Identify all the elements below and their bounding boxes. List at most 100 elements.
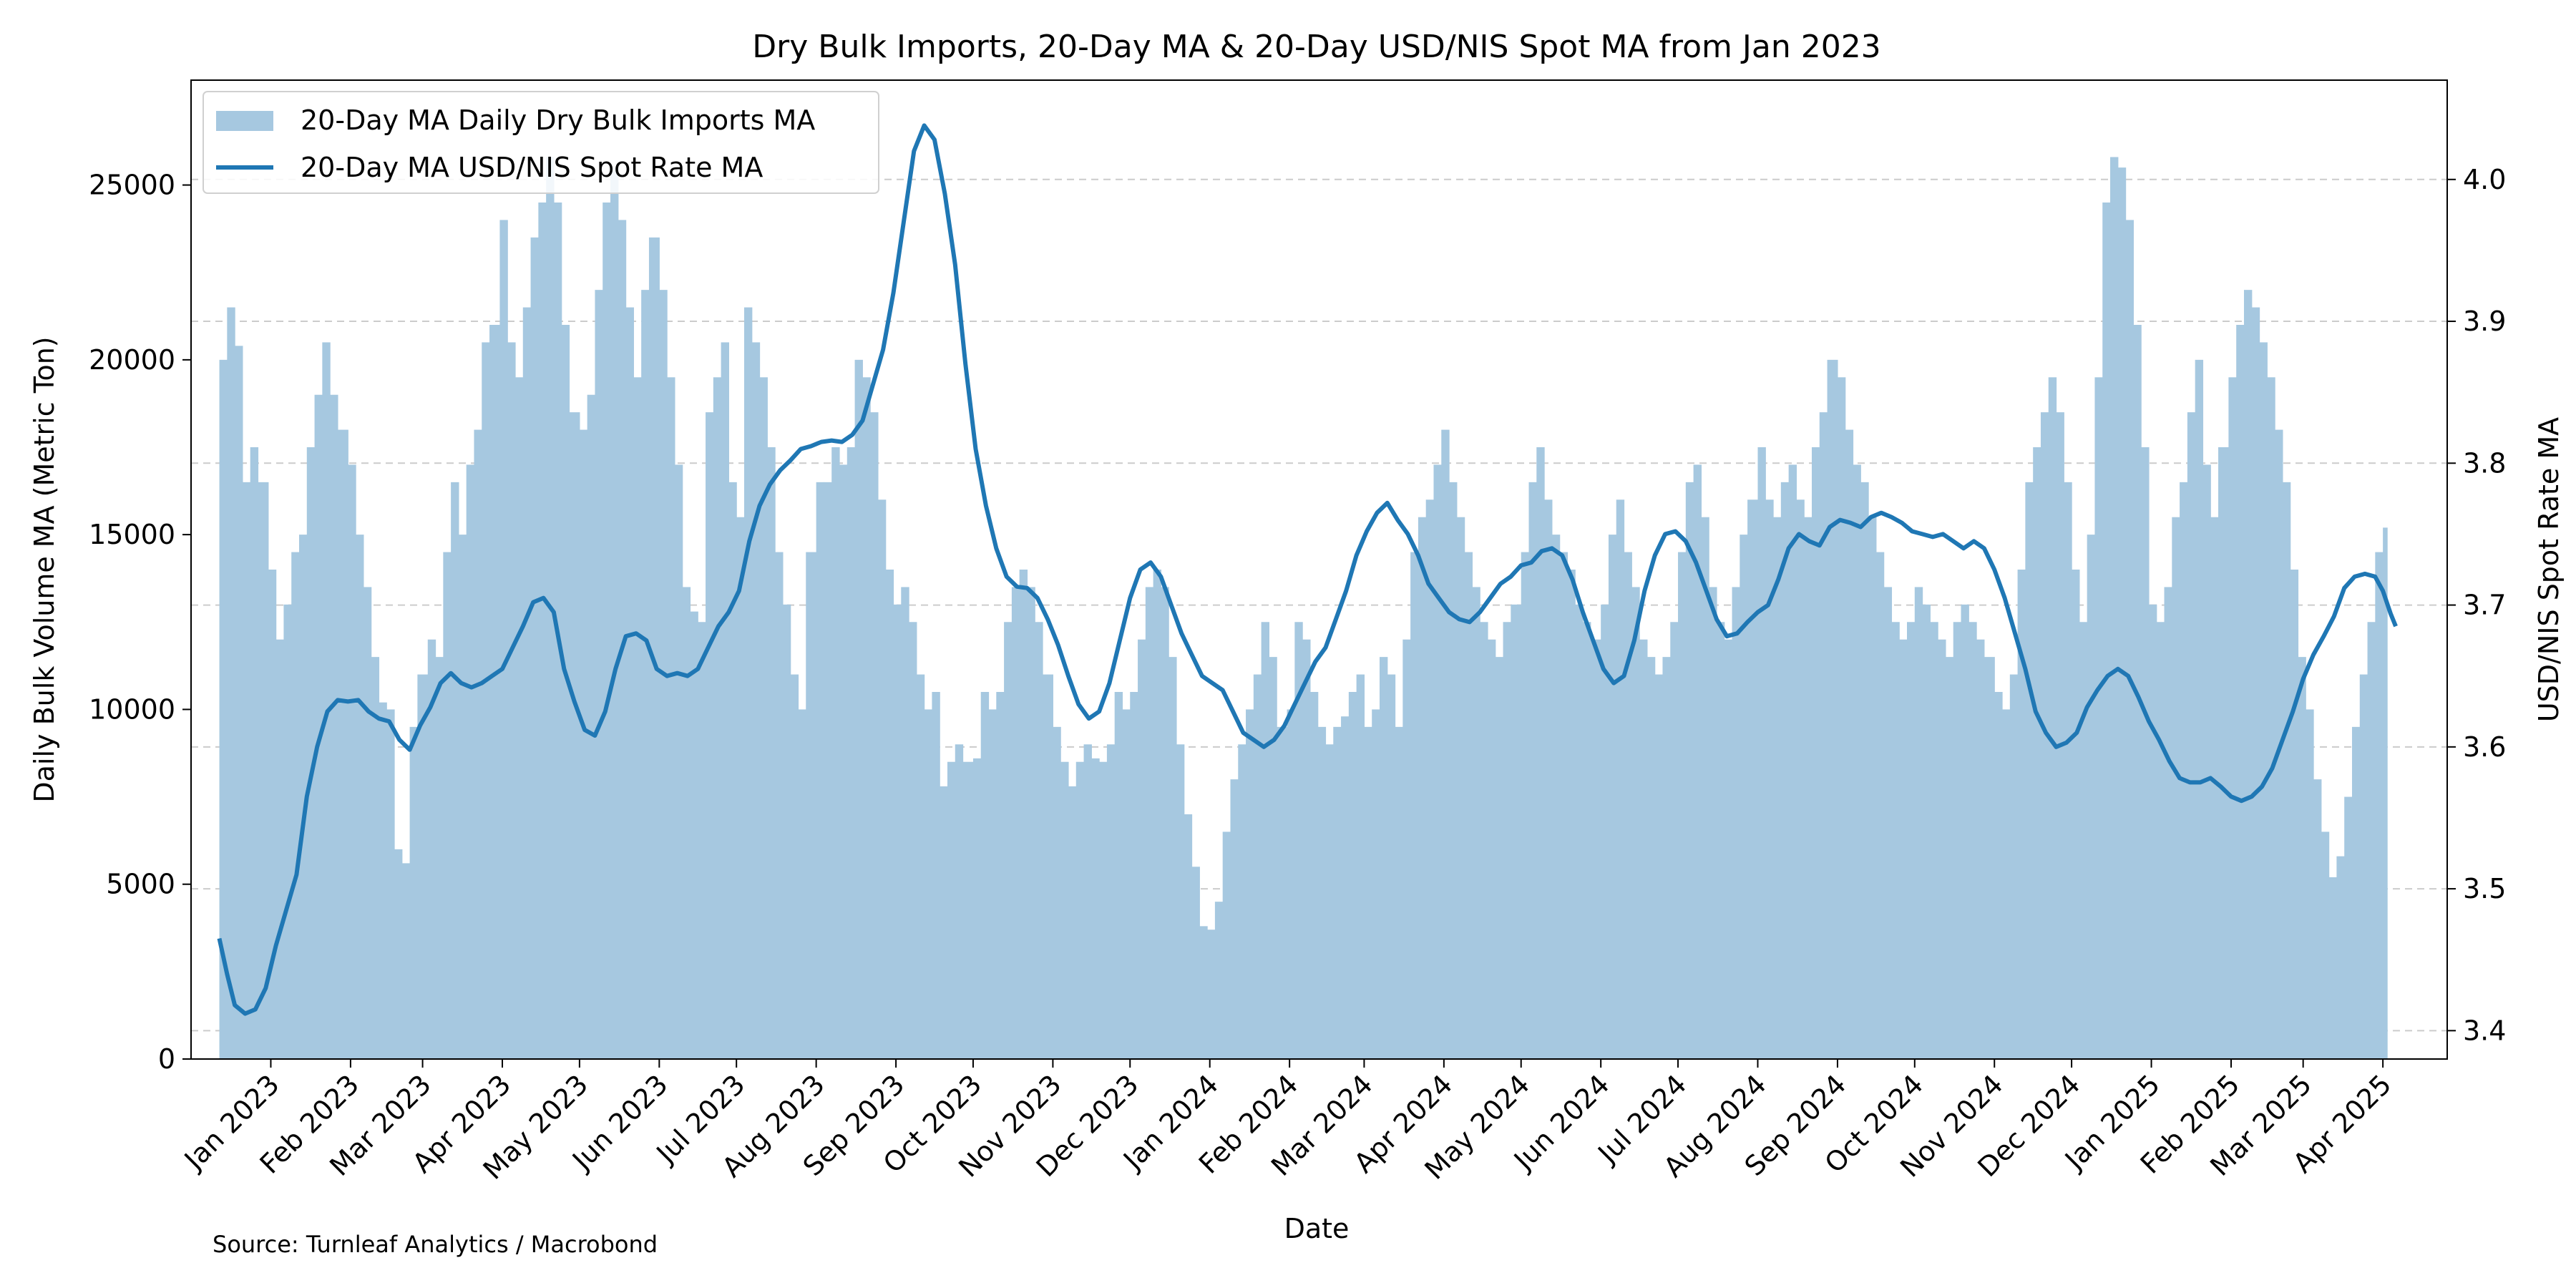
bar [824,482,832,1059]
bar [1035,622,1043,1059]
bar [2180,482,2188,1059]
bar [322,342,331,1059]
bar [1068,786,1077,1059]
bar [1230,779,1239,1059]
bar [1693,464,1702,1059]
bar [569,412,580,1059]
bar [2056,412,2064,1059]
bar [782,604,791,1059]
bar [2125,220,2134,1059]
bar [2087,535,2096,1059]
fx-line [217,123,2398,1016]
bar [1757,447,1766,1059]
bar [721,342,729,1059]
bar [1796,499,1805,1059]
bar [2282,482,2291,1059]
bar [1536,447,1545,1059]
bar [1984,657,1995,1059]
bar [1161,587,1169,1059]
bar [291,552,300,1059]
bar [940,786,948,1059]
bar [427,639,436,1059]
bar [275,639,285,1059]
bar [1395,726,1403,1059]
bar [2251,307,2260,1060]
bar [489,325,501,1059]
legend-bar-label: 20-Day MA Daily Dry Bulk Imports MA [301,104,815,136]
bar [1122,709,1131,1059]
bar [1083,744,1092,1059]
bar [1302,639,1311,1059]
bar [1994,692,2003,1059]
bar [751,342,761,1059]
bar [1184,814,1193,1059]
y-right-tick-label: 3.7 [2463,590,2506,621]
bar [1333,726,1342,1059]
bar [775,552,784,1059]
bar [417,674,429,1059]
bar [1811,447,1820,1059]
bar [1075,761,1085,1059]
bar [893,604,902,1059]
bar [1907,622,1916,1059]
bar [2306,709,2314,1059]
bar [2164,587,2172,1059]
bar [1914,587,1923,1059]
bar [2383,527,2388,1059]
bar [847,447,856,1059]
bar [1114,692,1123,1059]
bar [648,237,660,1059]
bar [2187,412,2196,1059]
bar [1521,552,1530,1059]
bar [2017,570,2026,1059]
bar [1456,517,1465,1059]
bar [1091,758,1100,1059]
bar [1246,709,1254,1059]
bar [2202,464,2211,1059]
bar [1891,622,1900,1059]
bar [1433,464,1442,1059]
bar [1968,622,1977,1059]
bar [1418,517,1427,1059]
bar [561,325,570,1059]
y-tick-label: 10000 [89,693,175,725]
bar [633,377,642,1059]
bar [1976,639,1985,1059]
bar [972,758,982,1059]
bar [587,394,596,1059]
bar [1138,639,1146,1059]
bar [1528,482,1537,1059]
y-right-tick-label: 3.4 [2463,1015,2506,1046]
bar [1860,482,1869,1059]
bar [401,863,411,1059]
legend: 20-Day MA Daily Dry Bulk Imports MA 20-D… [203,91,879,194]
bar [242,482,251,1059]
bar [2290,570,2299,1059]
legend-bar-swatch [216,111,273,131]
bar [1827,359,1838,1059]
bar [1294,622,1303,1059]
bar [1765,499,1774,1059]
bar [337,429,348,1059]
bar [2002,709,2011,1059]
bar [1053,726,1061,1059]
bar [901,587,909,1059]
bar [356,535,364,1059]
bar [932,692,940,1059]
y-tick-label: 5000 [106,869,175,900]
bar [435,657,444,1059]
bar [1402,639,1411,1059]
bar [1804,517,1813,1059]
bar [538,203,547,1059]
bar [1348,692,1357,1059]
y-tick-label: 15000 [89,519,175,550]
bar [1410,552,1419,1059]
bar [713,377,722,1059]
bar [1624,552,1632,1059]
bar [1575,604,1584,1059]
bar [1953,622,1962,1059]
plot-frame [190,79,2448,1060]
bar [1601,604,1609,1059]
bar [1938,639,1946,1059]
bar [1495,657,1504,1059]
